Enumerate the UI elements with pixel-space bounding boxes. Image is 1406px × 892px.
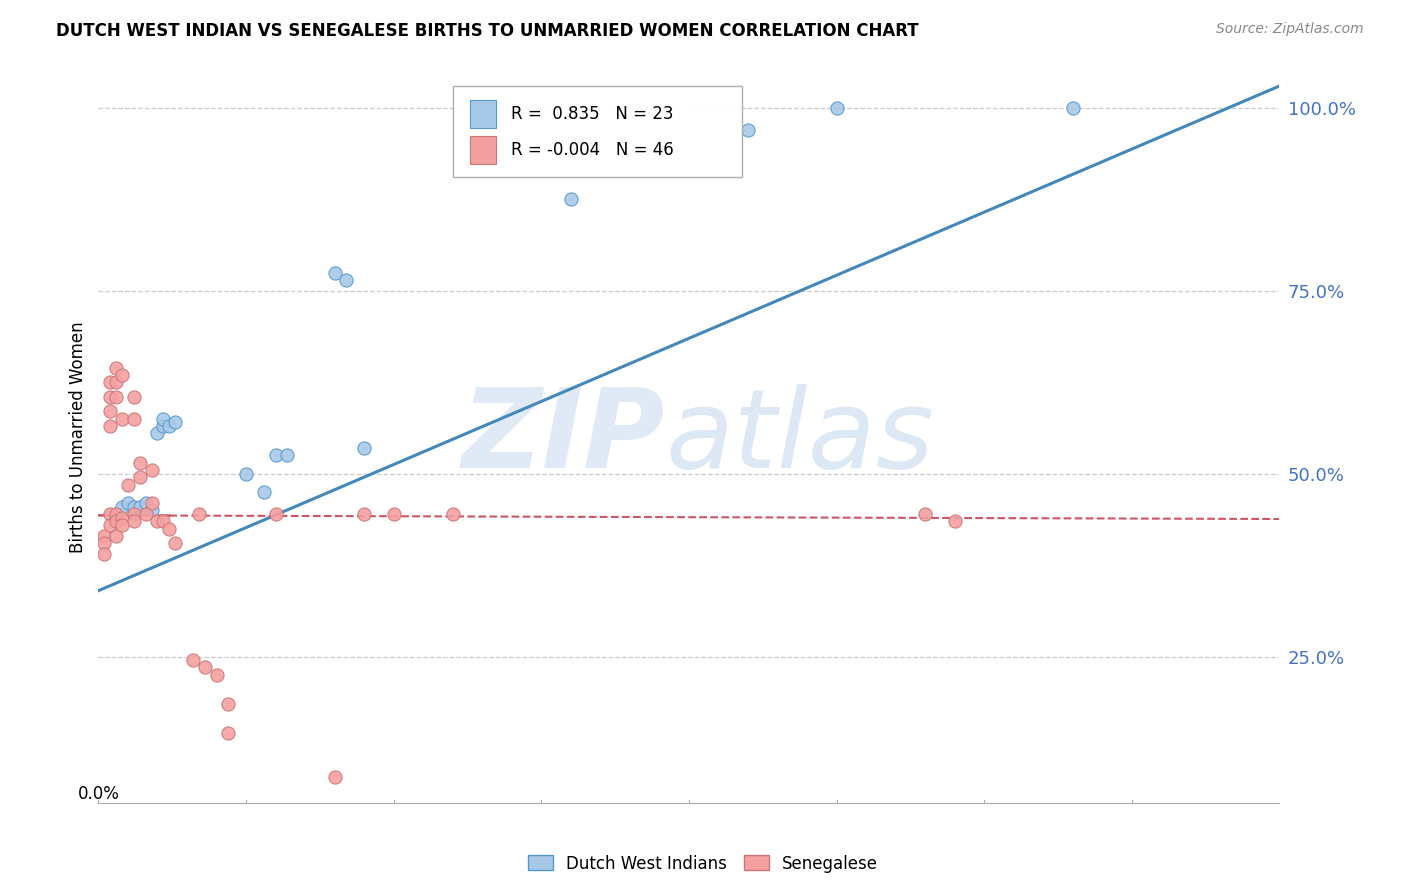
Point bbox=[122, 500, 145, 514]
Point bbox=[264, 507, 287, 521]
Point bbox=[253, 485, 276, 500]
Point bbox=[98, 404, 121, 418]
Point bbox=[1062, 101, 1084, 115]
Point bbox=[117, 496, 139, 510]
Point bbox=[264, 449, 287, 463]
Point bbox=[560, 192, 582, 206]
Text: atlas: atlas bbox=[665, 384, 934, 491]
Point bbox=[117, 477, 139, 491]
Legend: Dutch West Indians, Senegalese: Dutch West Indians, Senegalese bbox=[522, 848, 884, 880]
Point bbox=[914, 507, 936, 521]
Point bbox=[111, 500, 134, 514]
Point bbox=[111, 412, 134, 426]
Point bbox=[152, 419, 174, 434]
Point bbox=[737, 123, 759, 137]
Point bbox=[146, 514, 169, 528]
Point bbox=[98, 390, 121, 404]
Point bbox=[122, 507, 145, 521]
Point bbox=[98, 517, 121, 532]
Point bbox=[141, 496, 163, 510]
Point bbox=[441, 507, 464, 521]
Point bbox=[157, 521, 180, 535]
Point bbox=[165, 416, 187, 430]
Point bbox=[152, 412, 174, 426]
Point bbox=[187, 507, 209, 521]
Point bbox=[141, 463, 163, 477]
Bar bbox=[471, 100, 496, 128]
Point bbox=[146, 426, 169, 441]
Point bbox=[105, 376, 128, 390]
Point bbox=[353, 507, 375, 521]
Point bbox=[353, 441, 375, 455]
Point bbox=[105, 514, 128, 528]
FancyBboxPatch shape bbox=[453, 86, 742, 178]
Point bbox=[105, 507, 128, 521]
Point bbox=[217, 697, 239, 711]
Point bbox=[141, 503, 163, 517]
Text: Source: ZipAtlas.com: Source: ZipAtlas.com bbox=[1216, 22, 1364, 37]
Point bbox=[217, 726, 239, 740]
Point bbox=[382, 507, 405, 521]
Point bbox=[825, 101, 848, 115]
Point bbox=[122, 390, 145, 404]
Point bbox=[105, 360, 128, 375]
Point bbox=[128, 470, 150, 484]
Point bbox=[135, 496, 157, 510]
Point bbox=[323, 266, 346, 280]
Point bbox=[135, 507, 157, 521]
Text: R = -0.004   N = 46: R = -0.004 N = 46 bbox=[510, 141, 673, 159]
Point bbox=[165, 536, 187, 550]
Text: 0.0%: 0.0% bbox=[77, 785, 120, 803]
Point bbox=[111, 510, 134, 524]
Point bbox=[335, 273, 357, 287]
Point bbox=[111, 368, 134, 382]
Point bbox=[105, 507, 128, 521]
Point bbox=[194, 660, 217, 674]
Point bbox=[122, 514, 145, 528]
Point bbox=[943, 514, 966, 528]
Y-axis label: Births to Unmarried Women: Births to Unmarried Women bbox=[69, 321, 87, 553]
Point bbox=[93, 547, 115, 561]
Point bbox=[276, 449, 298, 463]
Point bbox=[128, 456, 150, 470]
Point bbox=[105, 390, 128, 404]
Point bbox=[152, 514, 174, 528]
Point bbox=[111, 517, 134, 532]
Point bbox=[93, 529, 115, 543]
Text: R =  0.835   N = 23: R = 0.835 N = 23 bbox=[510, 104, 673, 123]
Point bbox=[98, 419, 121, 434]
Point bbox=[105, 529, 128, 543]
Point bbox=[323, 770, 346, 784]
Text: DUTCH WEST INDIAN VS SENEGALESE BIRTHS TO UNMARRIED WOMEN CORRELATION CHART: DUTCH WEST INDIAN VS SENEGALESE BIRTHS T… bbox=[56, 22, 920, 40]
Point bbox=[98, 376, 121, 390]
Point bbox=[93, 536, 115, 550]
Point bbox=[205, 667, 228, 681]
Text: ZIP: ZIP bbox=[461, 384, 665, 491]
Bar bbox=[471, 136, 496, 163]
Point bbox=[122, 412, 145, 426]
Point bbox=[181, 653, 204, 667]
Point bbox=[128, 500, 150, 514]
Point bbox=[98, 507, 121, 521]
Point bbox=[157, 419, 180, 434]
Point bbox=[235, 467, 257, 481]
